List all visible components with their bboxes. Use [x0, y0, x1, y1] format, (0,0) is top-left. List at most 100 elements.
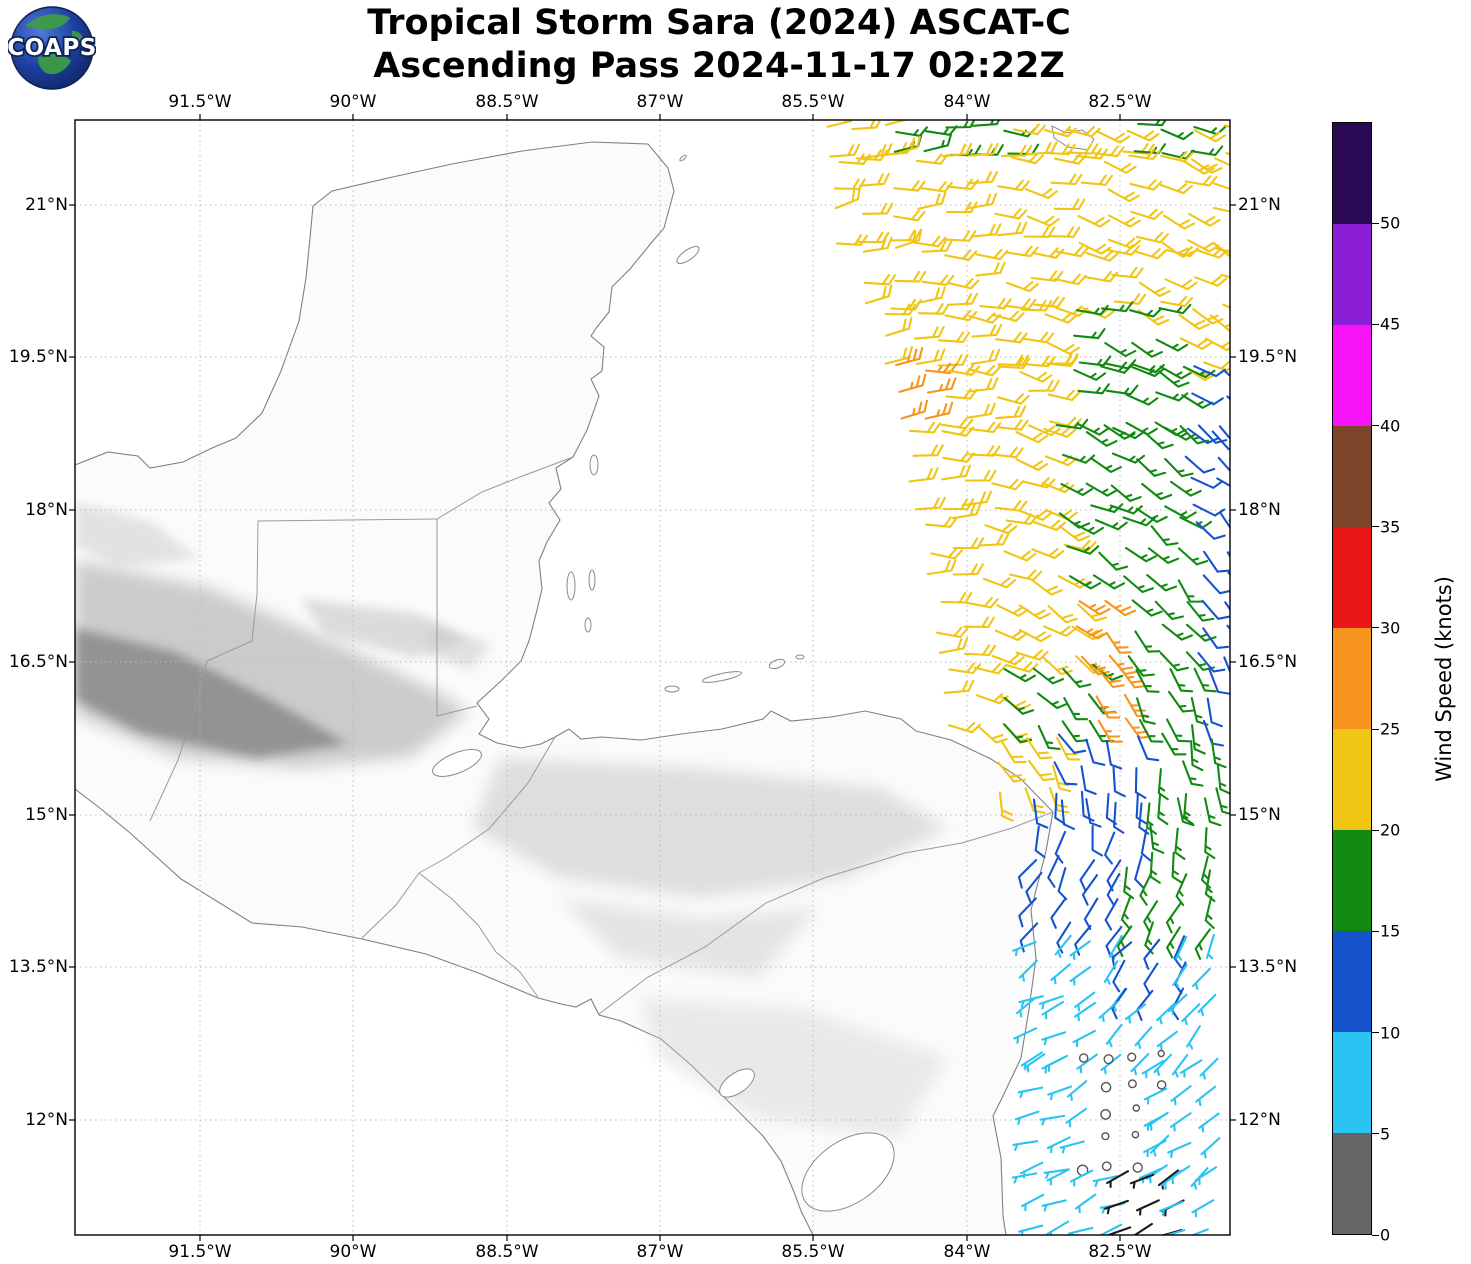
wind-barb — [1085, 738, 1106, 766]
wind-barb — [967, 170, 999, 185]
wind-barb — [1018, 959, 1038, 982]
wind-barb — [1159, 651, 1189, 672]
wind-barb — [851, 120, 882, 131]
wind-barb — [1043, 1168, 1070, 1179]
wind-barb — [1113, 801, 1125, 834]
wind-barb — [1096, 667, 1125, 689]
wind-barb — [1106, 1170, 1130, 1189]
wind-barb — [1092, 1175, 1119, 1188]
wind-barb — [1047, 389, 1081, 402]
wind-barb — [1091, 824, 1104, 857]
wind-barb — [1062, 668, 1092, 688]
colorbar-segment-50plus — [1333, 123, 1371, 224]
wind-barb — [1104, 599, 1137, 617]
country-borders — [149, 456, 1054, 1015]
wind-barb — [1098, 1000, 1119, 1023]
wind-barb — [1053, 761, 1078, 786]
colorbar-label: Wind Speed (knots) — [1432, 576, 1456, 782]
wind-barb — [1038, 995, 1064, 1010]
colorbar-segment-25-30 — [1333, 628, 1371, 729]
wind-barb — [1059, 1140, 1085, 1154]
wind-barb — [1136, 458, 1167, 477]
colorbar-tick-label: 20 — [1380, 820, 1401, 840]
lon-tick-label-bottom: 90°W — [329, 1242, 377, 1262]
wind-barb — [1027, 759, 1056, 782]
colorbar-tick-label: 50 — [1380, 213, 1401, 233]
wind-barb — [945, 120, 976, 129]
colorbar-segment-35-40 — [1333, 426, 1371, 527]
wind-barb — [968, 142, 999, 157]
wind-barb — [1163, 214, 1196, 230]
wind-barb — [1085, 798, 1102, 828]
wind-barb — [1108, 654, 1138, 676]
lat-tick-label-right: 15°N — [1238, 805, 1281, 825]
title-line-1: Tropical Storm Sara (2024) ASCAT-C — [367, 3, 1071, 43]
wind-barb — [996, 393, 1030, 405]
wind-barb — [1211, 430, 1230, 451]
wind-barb — [1105, 384, 1139, 396]
wind-barb — [1073, 328, 1106, 340]
wind-barb — [952, 563, 984, 576]
wind-barb — [1171, 1054, 1189, 1078]
wind-barb — [1135, 1199, 1160, 1216]
wind-barb — [1120, 895, 1132, 929]
lon-tick-label-top: 85.5°W — [781, 92, 845, 112]
wind-barb — [1197, 993, 1217, 1017]
wind-barb — [1135, 231, 1169, 244]
wind-barb — [921, 239, 953, 253]
wind-barb — [1003, 550, 1037, 562]
wind-barb — [1164, 278, 1198, 291]
figure-title: Tropical Storm Sara (2024) ASCAT-C Ascen… — [0, 2, 1438, 87]
colorbar-tick-mark — [1372, 1133, 1379, 1135]
wind-barb — [1100, 301, 1134, 313]
wind-barb — [926, 559, 957, 576]
wind-barb — [1191, 1199, 1215, 1218]
wind-barb — [1179, 337, 1213, 350]
wind-barb — [1028, 379, 1060, 392]
wind-barb — [1164, 1229, 1186, 1235]
wind-barb — [938, 637, 969, 654]
wind-barb — [935, 626, 969, 639]
calm-wind-circle — [1101, 1132, 1110, 1141]
lat-tick-label-left: 19.5°N — [8, 347, 68, 367]
wind-barb — [1047, 342, 1080, 355]
terrain-shading — [75, 502, 948, 1138]
wind-barb — [1077, 214, 1111, 228]
wind-barb — [937, 353, 969, 367]
wind-barb — [1136, 989, 1154, 1021]
wind-barb — [1080, 174, 1113, 186]
wind-barb — [1169, 480, 1202, 497]
wind-barb — [1170, 1085, 1192, 1106]
wind-barb — [1107, 214, 1141, 228]
colorbar-tick-label: 30 — [1380, 618, 1401, 638]
wind-barb — [1177, 547, 1209, 566]
wind-barb — [1041, 1000, 1065, 1020]
wind-barb — [1166, 926, 1181, 959]
wind-barb — [1081, 874, 1099, 906]
wind-barb — [994, 629, 1028, 642]
wind-barb — [1166, 718, 1191, 743]
wind-barb — [1149, 851, 1161, 884]
lon-tick-label-bottom: 88.5°W — [475, 1242, 539, 1262]
wind-barb — [1185, 651, 1215, 671]
wind-barb — [1219, 511, 1230, 530]
wind-barb — [1018, 604, 1051, 620]
lon-tick-label-top: 87°W — [636, 92, 684, 112]
wind-barb — [1085, 482, 1119, 497]
colorbar-tick-label: 40 — [1380, 416, 1401, 436]
wind-barb — [1113, 293, 1147, 305]
wind-barb — [1031, 247, 1065, 259]
wind-barb — [982, 577, 1017, 589]
wind-barb — [1212, 182, 1230, 190]
wind-barb — [1099, 363, 1134, 374]
wind-barb — [991, 654, 1025, 666]
lon-tick-label-top: 88.5°W — [475, 92, 539, 112]
colorbar-tick-label: 0 — [1380, 1225, 1391, 1245]
wind-barb — [1216, 477, 1230, 488]
wind-barb — [1146, 574, 1178, 592]
wind-barb — [941, 142, 973, 158]
wind-barb — [1107, 188, 1140, 203]
wind-barb — [1129, 179, 1163, 191]
wind-barb — [1019, 371, 1053, 383]
wind-barb — [997, 179, 1030, 192]
